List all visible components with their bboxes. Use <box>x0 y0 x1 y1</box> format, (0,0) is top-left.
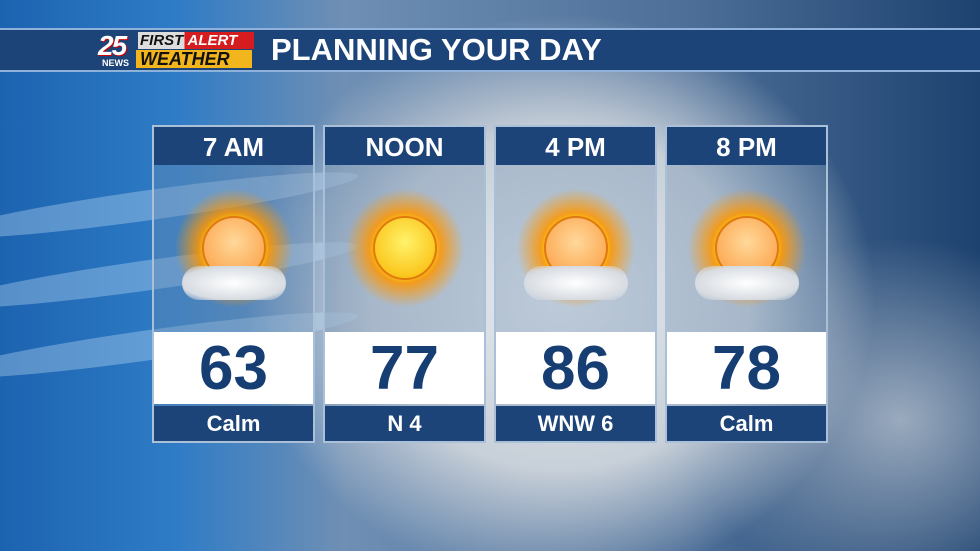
temperature: 86 <box>496 332 655 404</box>
temperature: 78 <box>667 332 826 404</box>
page-title: PLANNING YOUR DAY <box>271 32 602 67</box>
period-time: 8 PM <box>667 127 826 165</box>
partly-sunny-icon <box>154 165 313 330</box>
temperature: 63 <box>154 332 313 404</box>
temperature: 77 <box>325 332 484 404</box>
sunny-icon <box>325 165 484 330</box>
logo-first-alert: FIRST ALERT <box>138 32 254 49</box>
logo-news: NEWS <box>102 58 129 68</box>
logo-first: FIRST <box>140 32 184 49</box>
period-time: 4 PM <box>496 127 655 165</box>
logo-alert: ALERT <box>187 32 238 49</box>
forecast-card: 7 AM 63 Calm <box>152 125 315 443</box>
station-logo: 25 NEWS FIRST ALERT WEATHER <box>98 30 256 70</box>
forecast-card: 8 PM 78 Calm <box>665 125 828 443</box>
period-time: NOON <box>325 127 484 165</box>
partly-sunny-icon <box>496 165 655 330</box>
wind: WNW 6 <box>496 406 655 441</box>
wind: N 4 <box>325 406 484 441</box>
forecast-card: 4 PM 86 WNW 6 <box>494 125 657 443</box>
partly-sunny-icon <box>667 165 826 330</box>
logo-weather: WEATHER <box>136 50 252 68</box>
period-time: 7 AM <box>154 127 313 165</box>
wind: Calm <box>667 406 826 441</box>
forecast-card: NOON 77 N 4 <box>323 125 486 443</box>
wind: Calm <box>154 406 313 441</box>
logo-number: 25 <box>98 30 127 61</box>
